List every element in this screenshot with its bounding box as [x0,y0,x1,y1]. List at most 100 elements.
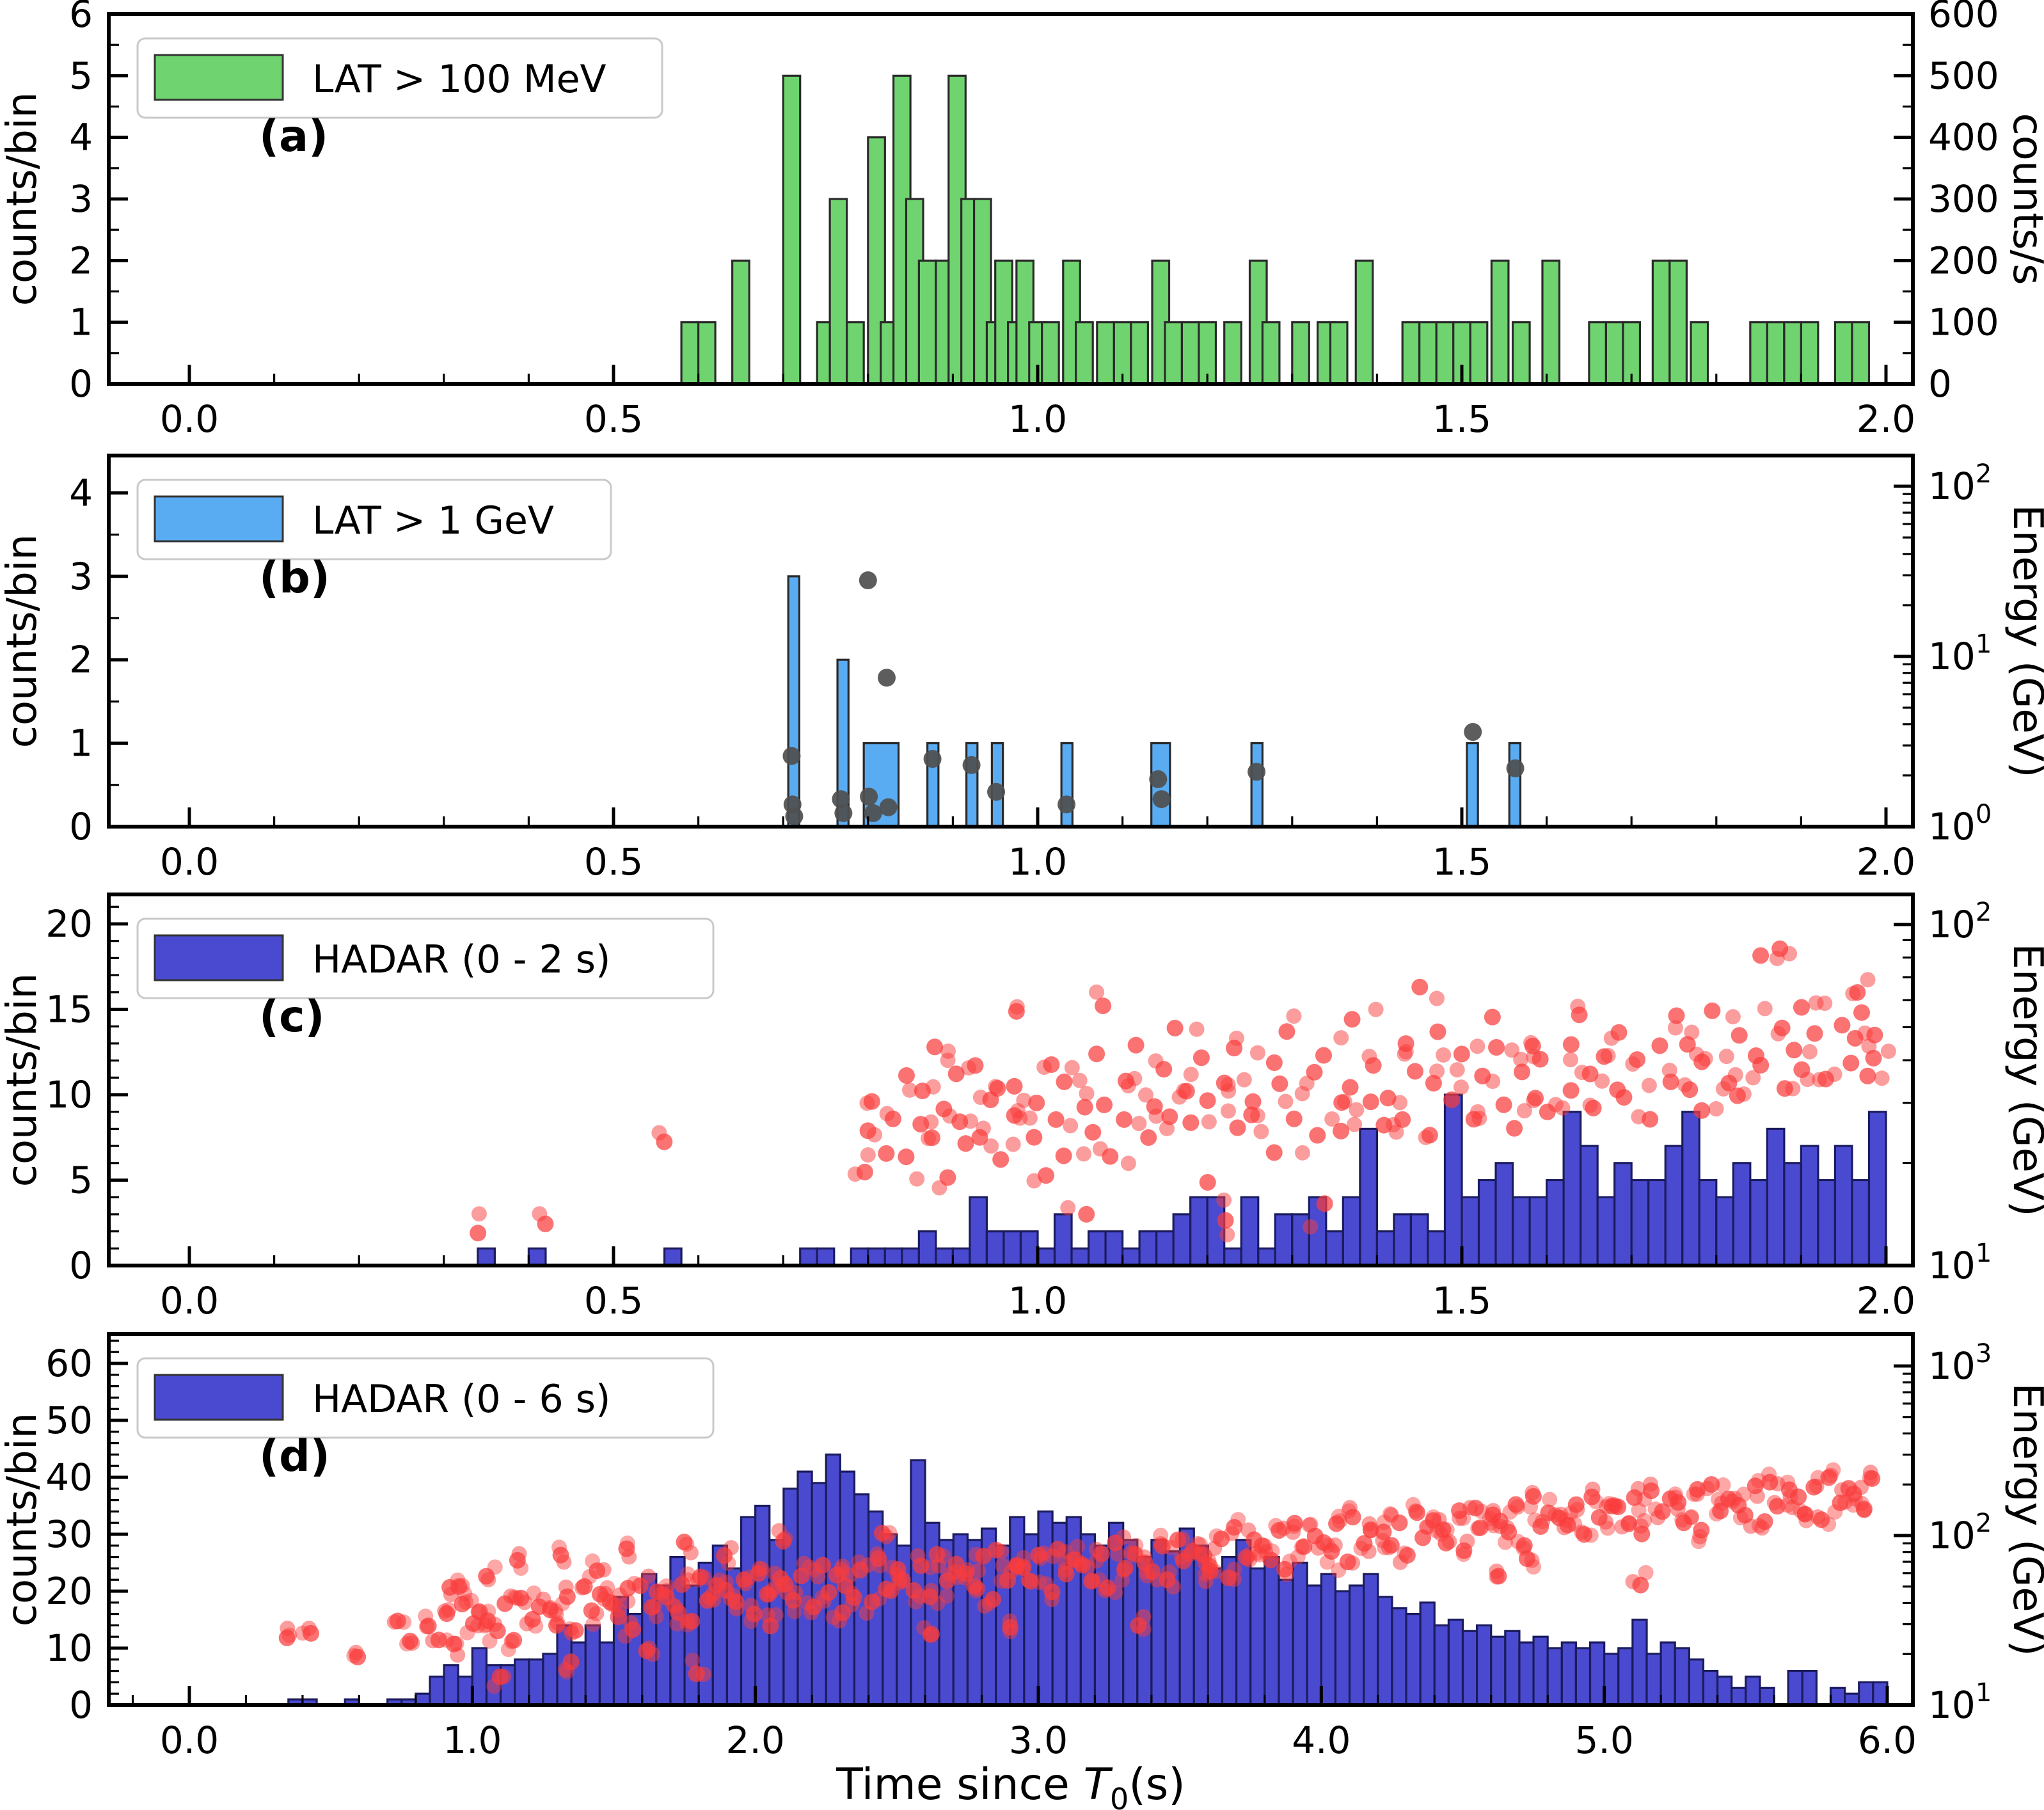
svg-text:2: 2 [69,638,93,681]
svg-text:20: 20 [45,1569,93,1613]
svg-text:0.0: 0.0 [160,840,219,884]
svg-text:10: 10 [45,1073,93,1116]
svg-text:0: 0 [69,805,93,848]
svg-text:1.5: 1.5 [1432,1279,1491,1322]
svg-text:6.0: 6.0 [1858,1719,1917,1762]
svg-text:20: 20 [45,902,93,946]
svg-text:2.0: 2.0 [726,1719,785,1762]
panel-b-ylabel-right: Energy (GeV) [2004,504,2044,777]
x-axis-label: Time since T0(s) [836,1759,1185,1810]
svg-text:5: 5 [69,54,93,97]
svg-text:102: 102 [1928,1509,1992,1557]
svg-text:1.0: 1.0 [1008,1279,1067,1322]
svg-text:100: 100 [1928,800,1992,848]
svg-text:0.0: 0.0 [160,1279,219,1322]
svg-text:0.0: 0.0 [160,397,219,441]
panel-d-legend: HADAR (0 - 6 s) [136,1357,715,1439]
panel-c-frame [107,893,1915,1267]
svg-text:1.0: 1.0 [1008,397,1067,441]
panel-c-legend: HADAR (0 - 2 s) [136,917,715,999]
panel-a: 0.0 0.5 1.0 1.5 2.0 0 1 2 3 4 5 6 0 100 200 300 400 500 60… [0,0,2044,441]
svg-text:1.5: 1.5 [1432,840,1491,884]
panel-b-scatter [782,571,1525,825]
panel-d: 0.0 1.0 2.0 3.0 4.0 5.0 6.0 0 10 20 30 40 50 60 101 102… [0,1332,2044,1762]
svg-text:2.0: 2.0 [1857,840,1915,884]
svg-text:0.5: 0.5 [584,397,643,441]
panel-b: 0.0 0.5 1.0 1.5 2.0 0 1 2 3 4 100 101 102 counts/bin E… [0,454,2044,884]
svg-text:4: 4 [69,471,93,514]
panel-b-frame [107,454,1915,829]
legend-swatch-a [154,54,284,101]
svg-text:4: 4 [69,116,93,159]
svg-text:101: 101 [1928,630,1992,678]
svg-text:0: 0 [69,1683,93,1727]
svg-text:102: 102 [1928,459,1992,508]
svg-text:10: 10 [45,1626,93,1670]
svg-text:60: 60 [45,1342,93,1385]
svg-text:5.0: 5.0 [1575,1719,1634,1762]
panel-a-ylabel-left: counts/bin [0,92,46,306]
panel-b-bars [787,575,1522,828]
svg-text:3: 3 [69,177,93,221]
svg-text:0.5: 0.5 [584,1279,643,1322]
svg-text:15: 15 [45,988,93,1031]
svg-text:0: 0 [1928,362,1952,406]
legend-label-d: HADAR (0 - 6 s) [312,1377,610,1422]
panel-c-ylabel-right: Energy (GeV) [2004,943,2044,1216]
panel-d-scatter [278,1462,1881,1694]
svg-text:5: 5 [69,1159,93,1202]
svg-text:0: 0 [69,362,93,406]
svg-text:400: 400 [1928,116,1999,159]
svg-text:200: 200 [1928,239,1999,282]
svg-text:500: 500 [1928,54,1999,97]
panel-b-ylabel-left: counts/bin [0,534,46,748]
svg-text:2.0: 2.0 [1857,1279,1915,1322]
panel-letter-a: (a) [259,111,328,162]
svg-text:1.0: 1.0 [443,1719,502,1762]
svg-text:1: 1 [69,722,93,765]
panel-d-frame [107,1332,1915,1707]
svg-text:101: 101 [1928,1678,1992,1727]
svg-text:101: 101 [1928,1239,1992,1287]
panel-letter-c: (c) [259,992,324,1042]
panel-c-ylabel-left: counts/bin [0,973,46,1187]
panel-a-legend: LAT > 100 MeV [136,37,663,119]
panel-c-bars [477,1093,1887,1267]
legend-label-b: LAT > 1 GeV [312,498,554,543]
svg-text:100: 100 [1928,301,1999,344]
svg-text:1: 1 [69,301,93,344]
svg-text:0.5: 0.5 [584,840,643,884]
panel-letter-d: (d) [259,1431,330,1482]
svg-text:1.0: 1.0 [1008,840,1067,884]
svg-text:40: 40 [45,1456,93,1499]
svg-text:2: 2 [69,239,93,282]
svg-text:30: 30 [45,1512,93,1556]
panel-a-frame [107,12,1915,386]
svg-text:103: 103 [1928,1339,1992,1388]
svg-text:3: 3 [69,555,93,598]
panel-c: 0.0 0.5 1.0 1.5 2.0 0 5 10 15 20 101 102 counts/bin E… [0,893,2044,1322]
panel-d-ylabel-right: Energy (GeV) [2004,1383,2044,1656]
svg-text:4.0: 4.0 [1292,1719,1351,1762]
svg-text:0: 0 [69,1244,93,1287]
svg-text:300: 300 [1928,177,1999,221]
svg-text:600: 600 [1928,0,1999,36]
svg-text:0.0: 0.0 [160,1719,219,1762]
panel-letter-b: (b) [259,553,330,603]
panel-a-bars [680,74,1871,385]
legend-label-a: LAT > 100 MeV [312,57,606,102]
panel-c-scatter [470,940,1896,1242]
svg-text:2.0: 2.0 [1857,397,1915,441]
legend-label-c: HADAR (0 - 2 s) [312,937,610,982]
svg-text:102: 102 [1928,898,1992,946]
panel-b-legend: LAT > 1 GeV [136,479,612,560]
panel-d-ylabel-left: counts/bin [0,1413,46,1626]
svg-text:50: 50 [45,1399,93,1442]
panel-a-ylabel-right: counts/s [2004,113,2044,285]
legend-swatch-d [154,1374,284,1421]
svg-text:3.0: 3.0 [1009,1719,1068,1762]
svg-text:1.5: 1.5 [1432,397,1491,441]
svg-text:6: 6 [69,0,93,36]
